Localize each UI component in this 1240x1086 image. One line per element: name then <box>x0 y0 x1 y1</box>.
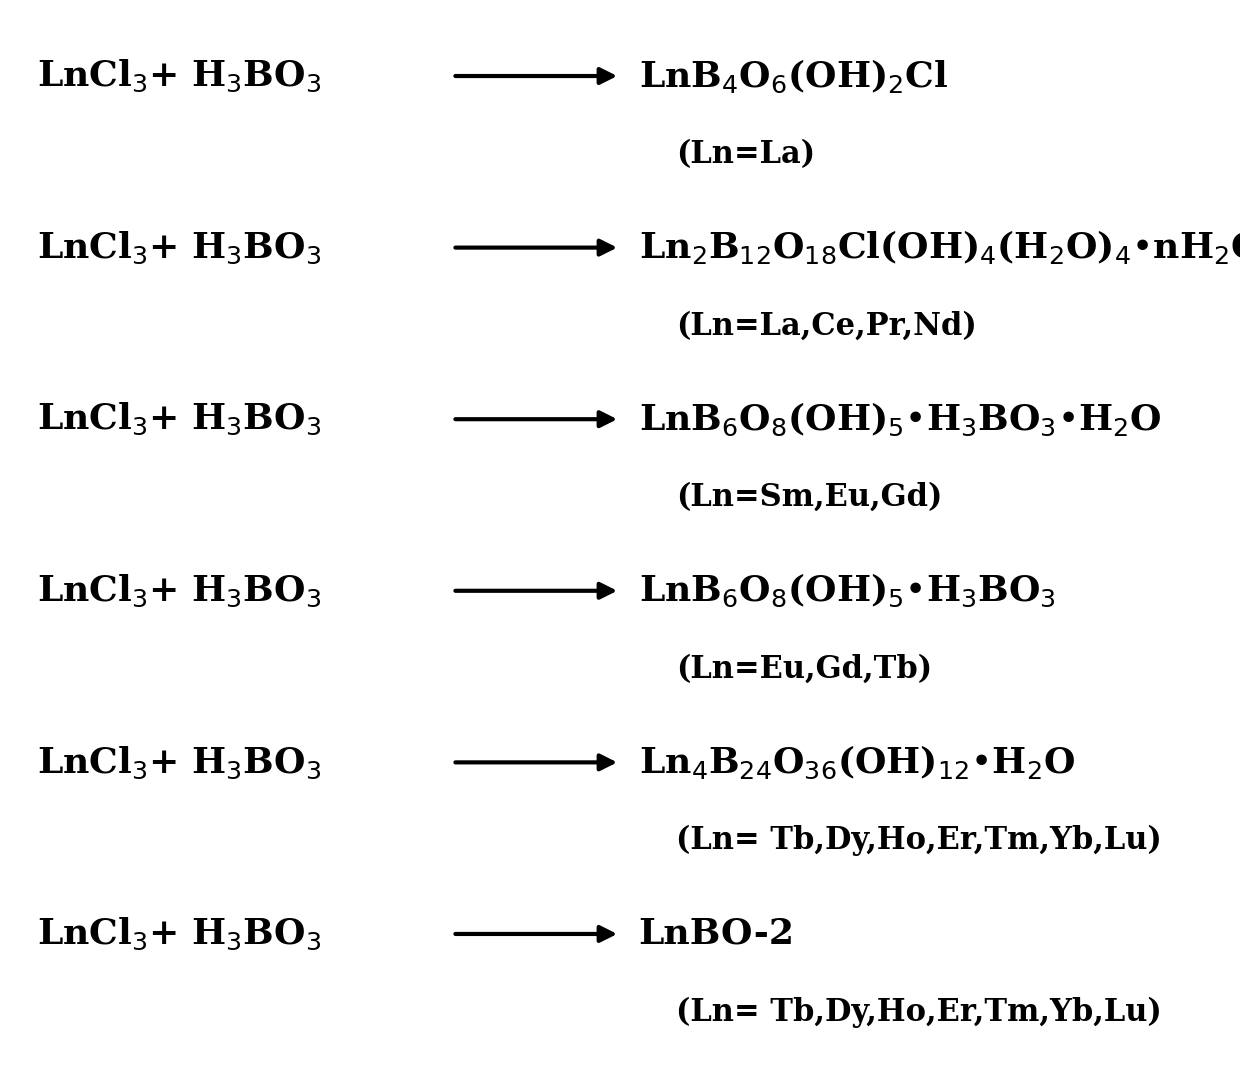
Text: LnB$_6$O$_8$(OH)$_5$•H$_3$BO$_3$: LnB$_6$O$_8$(OH)$_5$•H$_3$BO$_3$ <box>639 572 1055 609</box>
Text: LnB$_6$O$_8$(OH)$_5$•H$_3$BO$_3$•H$_2$O: LnB$_6$O$_8$(OH)$_5$•H$_3$BO$_3$•H$_2$O <box>639 401 1162 438</box>
Text: LnCl$_3$+ H$_3$BO$_3$: LnCl$_3$+ H$_3$BO$_3$ <box>37 229 321 266</box>
Text: (Ln=La,Ce,Pr,Nd): (Ln=La,Ce,Pr,Nd) <box>676 311 977 341</box>
Text: (Ln=La): (Ln=La) <box>676 139 815 169</box>
Text: LnCl$_3$+ H$_3$BO$_3$: LnCl$_3$+ H$_3$BO$_3$ <box>37 572 321 609</box>
Text: (Ln= Tb,Dy,Ho,Er,Tm,Yb,Lu): (Ln= Tb,Dy,Ho,Er,Tm,Yb,Lu) <box>676 825 1162 856</box>
Text: Ln$_4$B$_{24}$O$_{36}$(OH)$_{12}$•H$_2$O: Ln$_4$B$_{24}$O$_{36}$(OH)$_{12}$•H$_2$O <box>639 744 1075 781</box>
Text: LnCl$_3$+ H$_3$BO$_3$: LnCl$_3$+ H$_3$BO$_3$ <box>37 915 321 952</box>
Text: LnB$_4$O$_6$(OH)$_2$Cl: LnB$_4$O$_6$(OH)$_2$Cl <box>639 58 949 94</box>
Text: LnCl$_3$+ H$_3$BO$_3$: LnCl$_3$+ H$_3$BO$_3$ <box>37 744 321 781</box>
Text: (Ln=Eu,Gd,Tb): (Ln=Eu,Gd,Tb) <box>676 654 932 684</box>
Text: (Ln=Sm,Eu,Gd): (Ln=Sm,Eu,Gd) <box>676 482 942 513</box>
Text: (Ln= Tb,Dy,Ho,Er,Tm,Yb,Lu): (Ln= Tb,Dy,Ho,Er,Tm,Yb,Lu) <box>676 997 1162 1027</box>
Text: LnBO-2: LnBO-2 <box>639 917 795 951</box>
Text: LnCl$_3$+ H$_3$BO$_3$: LnCl$_3$+ H$_3$BO$_3$ <box>37 58 321 94</box>
Text: Ln$_2$B$_{12}$O$_{18}$Cl(OH)$_4$(H$_2$O)$_4$•nH$_2$O: Ln$_2$B$_{12}$O$_{18}$Cl(OH)$_4$(H$_2$O)… <box>639 229 1240 266</box>
Text: LnCl$_3$+ H$_3$BO$_3$: LnCl$_3$+ H$_3$BO$_3$ <box>37 401 321 438</box>
